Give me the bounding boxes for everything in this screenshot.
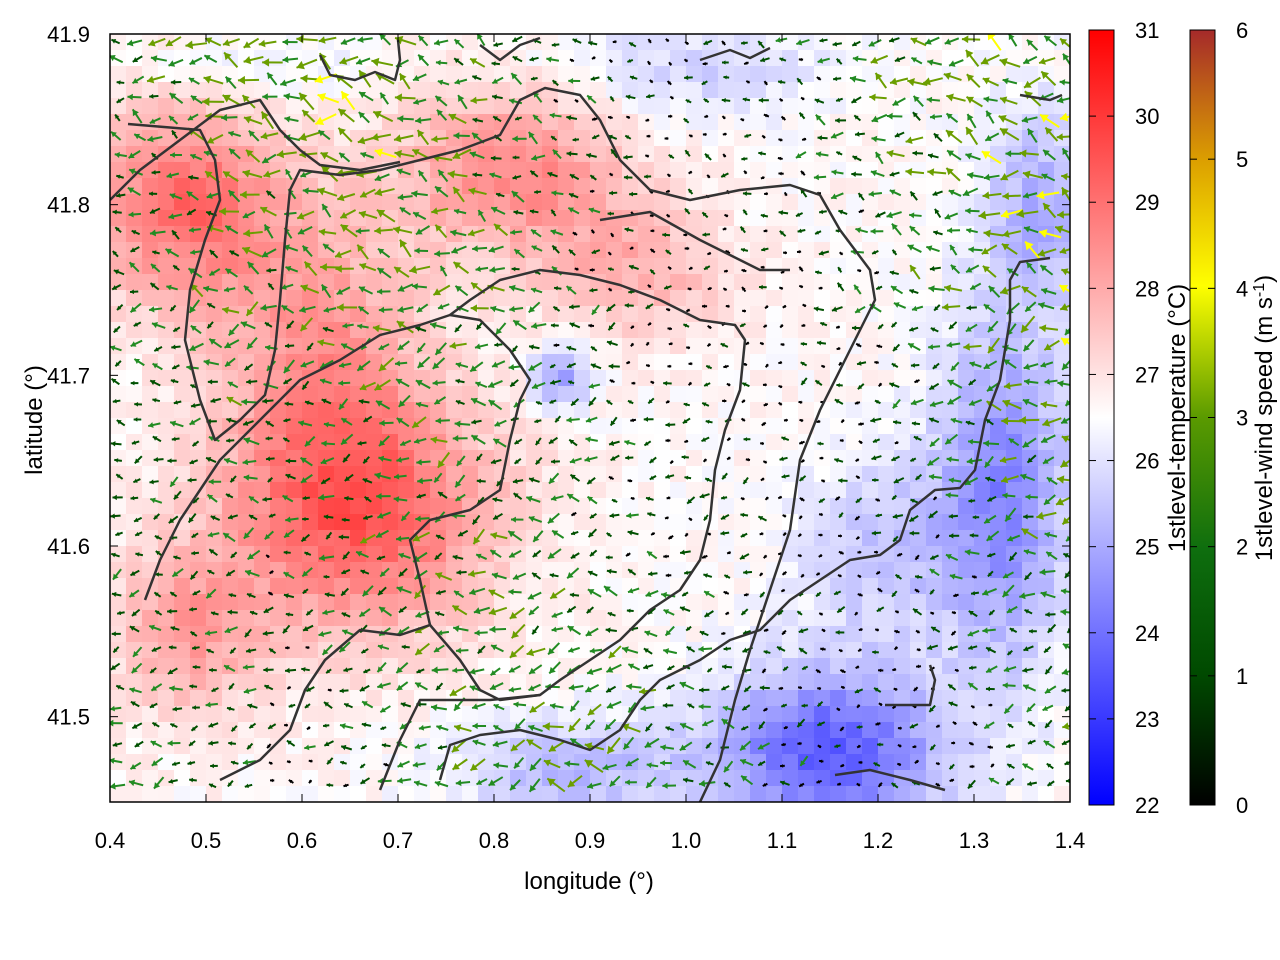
map-plot-area: 0.4 0.5 0.6 0.7 0.8 0.9 1.0 1.1 1.2 1.3 1.4 41.541… <box>47 22 1085 853</box>
temperature-colorbar: 22 23 24 25 26 27 28 29 30 31 1stlevel-temperatur… <box>1088 18 1191 818</box>
x-tick-label: 1.2 <box>863 828 894 853</box>
temperature-colorbar-tick-label: 29 <box>1135 190 1159 215</box>
x-tick-label: 1.1 <box>767 828 798 853</box>
x-tick-label: 1.4 <box>1055 828 1086 853</box>
y-axis-title: latitude (°) <box>21 365 48 475</box>
wind-colorbar-title: 1stlevel-wind speed (m s-1) <box>1251 275 1279 561</box>
x-axis-ticks: 0.4 0.5 0.6 0.7 0.8 0.9 1.0 1.1 1.2 1.3 1.4 <box>95 34 1086 853</box>
wind-colorbar-tick-label: 2 <box>1236 535 1248 560</box>
y-tick-label: 41.9 <box>47 22 90 47</box>
temperature-colorbar-tick-label: 24 <box>1135 621 1159 646</box>
wind-colorbar-tick-label: 0 <box>1236 793 1248 818</box>
x-tick-label: 0.9 <box>575 828 606 853</box>
temperature-colorbar-tick-label: 28 <box>1135 276 1159 301</box>
wind-colorbar-tick-label: 4 <box>1236 276 1248 301</box>
temperature-colorbar-tick-label: 23 <box>1135 707 1159 732</box>
wind-colorbar-tick-label: 1 <box>1236 664 1248 689</box>
x-tick-label: 0.6 <box>287 828 318 853</box>
y-tick-label: 41.7 <box>47 363 90 388</box>
temperature-colorbar-frame <box>1088 29 1115 806</box>
temperature-field <box>110 34 1070 802</box>
x-tick-label: 0.8 <box>479 828 510 853</box>
y-tick-label: 41.8 <box>47 193 90 218</box>
x-axis-title: longitude (°) <box>524 868 654 895</box>
wind-colorbar-tick-label: 6 <box>1236 18 1248 43</box>
y-tick-label: 41.6 <box>47 534 90 559</box>
wind-colorbar-title-exponent: -1 <box>1251 283 1268 297</box>
x-tick-label: 0.7 <box>383 828 414 853</box>
wind-colorbar: 0 1 2 3 4 5 6 1stlevel-wind speed (m s-1) <box>1189 18 1279 818</box>
x-tick-label: 0.5 <box>191 828 222 853</box>
temperature-colorbar-tick-label: 26 <box>1135 449 1159 474</box>
temperature-colorbar-tick-label: 27 <box>1135 362 1159 387</box>
wind-colorbar-title-prefix: 1stlevel-wind speed (m s <box>1251 297 1278 561</box>
temperature-colorbar-gradient <box>1089 30 1114 805</box>
x-tick-label: 1.0 <box>671 828 702 853</box>
x-tick-label: 0.4 <box>95 828 126 853</box>
wind-arrows <box>110 34 1070 793</box>
wind-colorbar-tick-label: 3 <box>1236 406 1248 431</box>
temperature-colorbar-tick-label: 22 <box>1135 793 1159 818</box>
wind-colorbar-tick-label: 5 <box>1236 147 1248 172</box>
temperature-colorbar-ticks: 22 23 24 25 26 27 28 29 30 31 <box>1089 18 1159 818</box>
wind-colorbar-title-suffix: ) <box>1251 275 1278 283</box>
region-boundaries <box>110 36 1063 802</box>
wind-colorbar-ticks: 0 1 2 3 4 5 6 <box>1190 18 1248 818</box>
temperature-colorbar-tick-label: 25 <box>1135 535 1159 560</box>
y-tick-label: 41.5 <box>47 705 90 730</box>
x-tick-label: 1.3 <box>959 828 990 853</box>
temperature-colorbar-tick-label: 31 <box>1135 18 1159 43</box>
temperature-colorbar-tick-label: 30 <box>1135 104 1159 129</box>
y-axis-ticks: 41.5 41.6 41.7 41.8 41.9 <box>47 22 1070 730</box>
temperature-colorbar-title: 1stlevel-temperature (°C) <box>1164 284 1191 552</box>
